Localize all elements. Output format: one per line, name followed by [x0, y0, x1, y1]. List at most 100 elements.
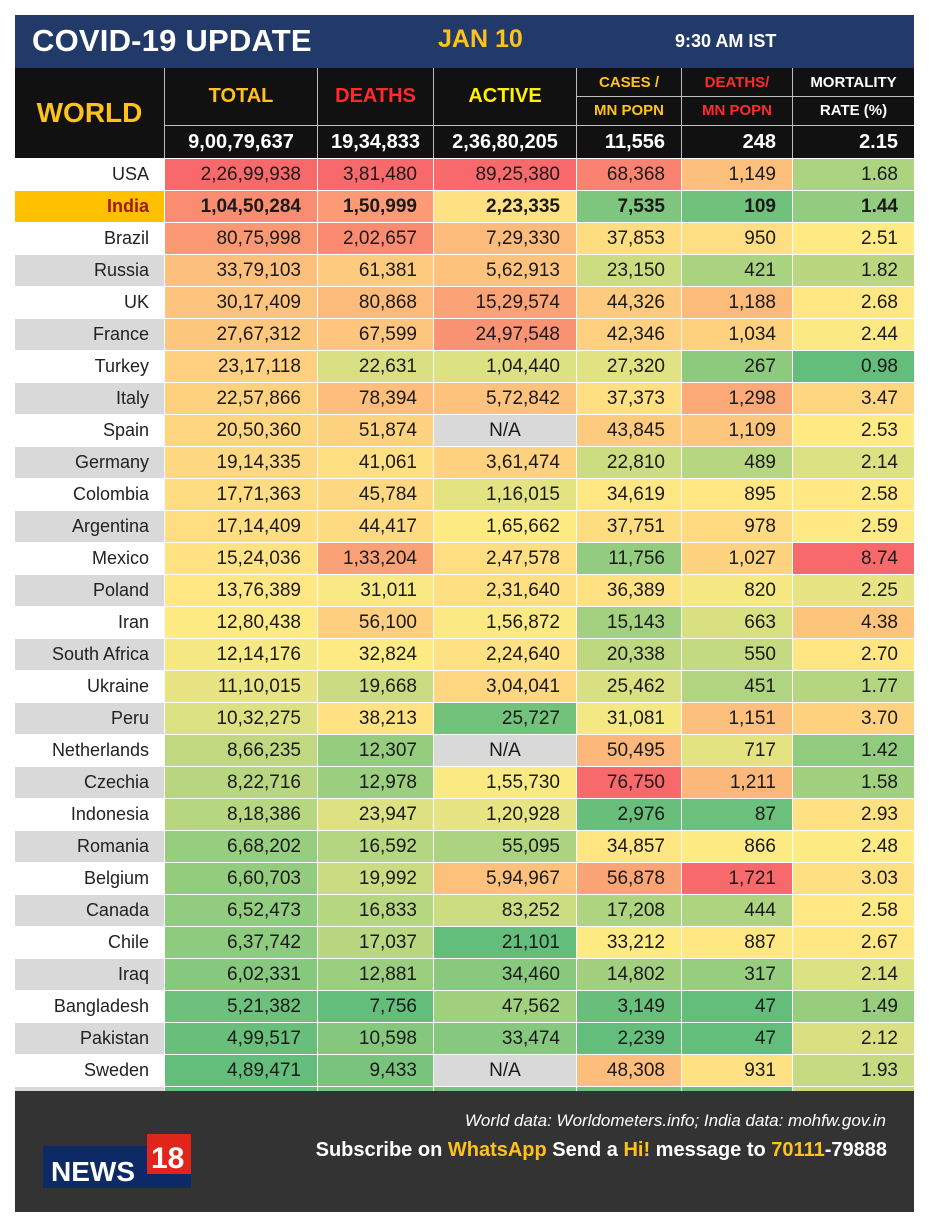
cell-total: 6,52,473: [164, 895, 317, 926]
table-row: Sweden 4,89,471 9,433 N/A 48,308 931 1.93: [15, 1055, 914, 1086]
cell-deaths: 56,100: [317, 607, 433, 638]
table-row: Canada 6,52,473 16,833 83,252 17,208 444 2.58: [15, 895, 914, 926]
cell-active: 33,474: [433, 1023, 576, 1054]
cell-deaths_mn: 267: [681, 351, 792, 382]
cell-deaths_mn: 866: [681, 831, 792, 862]
cell-deaths: 12,978: [317, 767, 433, 798]
country-name: Chile: [15, 927, 164, 958]
cell-active: 1,55,730: [433, 767, 576, 798]
cell-total: 30,17,409: [164, 287, 317, 318]
cell-cases_mn: 33,212: [576, 927, 681, 958]
world-label: WORLD: [36, 97, 143, 128]
country-name: Sweden: [15, 1055, 164, 1086]
cell-mortality: 2.58: [792, 479, 914, 510]
cell-deaths: 7,756: [317, 991, 433, 1022]
cell-active: N/A: [433, 735, 576, 766]
table-header: WORLD TOTAL 9,00,79,637 DEATHS 19,34,833 ACT…: [15, 68, 914, 158]
cell-deaths_mn: 1,151: [681, 703, 792, 734]
table-row: Peru 10,32,275 38,213 25,727 31,081 1,151 3.70: [15, 703, 914, 734]
cell-cases_mn: 2,976: [576, 799, 681, 830]
country-name: Belgium: [15, 863, 164, 894]
table-row: Pakistan 4,99,517 10,598 33,474 2,239 47 2.12: [15, 1023, 914, 1054]
whatsapp-text: WhatsApp: [447, 1139, 547, 1161]
cell-deaths: 19,992: [317, 863, 433, 894]
cell-active: 15,29,574: [433, 287, 576, 318]
cell-cases_mn: 15,143: [576, 607, 681, 638]
country-name: Ukraine: [15, 671, 164, 702]
cell-active: 1,16,015: [433, 479, 576, 510]
world-total-deaths: 19,34,833: [318, 125, 433, 158]
cell-total: 20,50,360: [164, 415, 317, 446]
cell-mortality: 1.58: [792, 767, 914, 798]
table-row: Mexico 15,24,036 1,33,204 2,47,578 11,756 1,0…: [15, 543, 914, 574]
cell-active: 25,727: [433, 703, 576, 734]
table-row: Bangladesh 5,21,382 7,756 47,562 3,149 47 1.49: [15, 991, 914, 1022]
cell-deaths: 16,592: [317, 831, 433, 862]
country-name: Germany: [15, 447, 164, 478]
cell-mortality: 4.38: [792, 607, 914, 638]
country-name: Canada: [15, 895, 164, 926]
cell-mortality: 0.98: [792, 351, 914, 382]
cell-cases_mn: 36,389: [576, 575, 681, 606]
cell-active: 5,94,967: [433, 863, 576, 894]
country-name: Netherlands: [15, 735, 164, 766]
cell-deaths_mn: 421: [681, 255, 792, 286]
cell-cases_mn: 48,308: [576, 1055, 681, 1086]
cell-active: 1,04,440: [433, 351, 576, 382]
cell-cases_mn: 34,619: [576, 479, 681, 510]
world-total-active: 2,36,80,205: [434, 125, 576, 158]
cell-deaths_mn: 489: [681, 447, 792, 478]
cell-active: 89,25,380: [433, 159, 576, 190]
cell-mortality: 1.77: [792, 671, 914, 702]
table-row: Iran 12,80,438 56,100 1,56,872 15,143 663 4.38: [15, 607, 914, 638]
table-row: Netherlands 8,66,235 12,307 N/A 50,495 717 1.4…: [15, 735, 914, 766]
cell-deaths_mn: 663: [681, 607, 792, 638]
cell-mortality: 2.12: [792, 1023, 914, 1054]
cell-deaths: 10,598: [317, 1023, 433, 1054]
cell-deaths: 41,061: [317, 447, 433, 478]
column-label-cases_mn: CASES / MN POPN: [577, 68, 681, 125]
column-label-total: TOTAL: [208, 85, 274, 107]
cell-cases_mn: 37,373: [576, 383, 681, 414]
cell-total: 6,68,202: [164, 831, 317, 862]
cell-mortality: 1.82: [792, 255, 914, 286]
cell-deaths_mn: 1,188: [681, 287, 792, 318]
cell-deaths: 16,833: [317, 895, 433, 926]
cell-mortality: 2.58: [792, 895, 914, 926]
world-total-total: 9,00,79,637: [165, 125, 317, 158]
country-name: Russia: [15, 255, 164, 286]
cell-deaths_mn: 931: [681, 1055, 792, 1086]
hi-text: Hi!: [623, 1139, 651, 1161]
cell-cases_mn: 37,853: [576, 223, 681, 254]
cell-cases_mn: 3,149: [576, 991, 681, 1022]
column-label-mortality: MORTALITY RATE (%): [793, 68, 914, 125]
news18-logo-icon: NEWS 18: [43, 1134, 191, 1188]
cell-mortality: 1.93: [792, 1055, 914, 1086]
country-name: Argentina: [15, 511, 164, 542]
cell-deaths: 22,631: [317, 351, 433, 382]
cell-total: 33,79,103: [164, 255, 317, 286]
sub-text-2: Send a: [546, 1139, 624, 1161]
cell-active: 7,29,330: [433, 223, 576, 254]
cell-deaths_mn: 109: [681, 191, 792, 222]
country-name: Peru: [15, 703, 164, 734]
cell-deaths: 78,394: [317, 383, 433, 414]
cell-total: 2,26,99,938: [164, 159, 317, 190]
cell-active: 5,72,842: [433, 383, 576, 414]
cell-cases_mn: 34,857: [576, 831, 681, 862]
cell-deaths_mn: 1,149: [681, 159, 792, 190]
cell-deaths: 19,668: [317, 671, 433, 702]
cell-deaths: 12,307: [317, 735, 433, 766]
cell-deaths_mn: 1,109: [681, 415, 792, 446]
cell-active: 83,252: [433, 895, 576, 926]
country-name: Indonesia: [15, 799, 164, 830]
cell-deaths: 23,947: [317, 799, 433, 830]
cell-cases_mn: 76,750: [576, 767, 681, 798]
cell-deaths: 44,417: [317, 511, 433, 542]
cell-mortality: 2.25: [792, 575, 914, 606]
cell-deaths_mn: 47: [681, 991, 792, 1022]
cell-total: 13,76,389: [164, 575, 317, 606]
cell-mortality: 2.14: [792, 447, 914, 478]
cell-deaths_mn: 950: [681, 223, 792, 254]
table-row: Romania 6,68,202 16,592 55,095 34,857 866 2.48: [15, 831, 914, 862]
